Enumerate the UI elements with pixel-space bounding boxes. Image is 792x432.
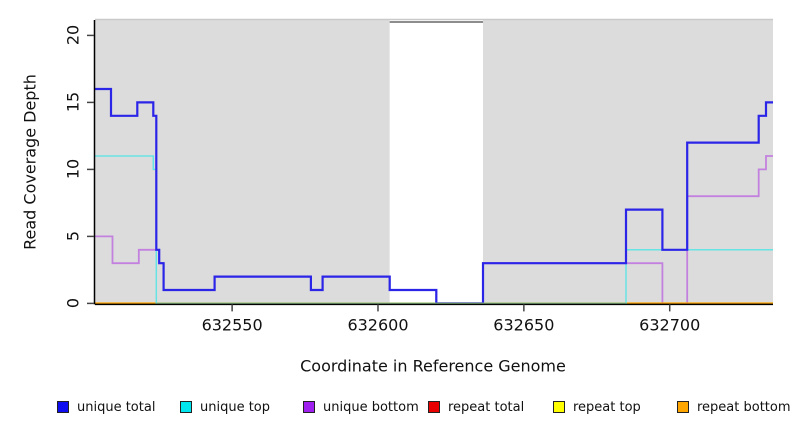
y-tick-label: 5 [63,231,83,242]
legend-label: repeat total [448,399,525,415]
legend-item-repeat-top: repeat top [553,399,641,415]
background-band [483,20,773,304]
legend-item-repeat-total: repeat total [428,399,525,415]
series-unique-total [95,87,773,305]
y-axis-label: Read Coverage Depth [20,74,40,250]
legend-item-unique-bottom: unique bottom [303,399,419,415]
x-tick-label: 632700 [639,315,701,335]
legend-item-unique-top: unique top [180,399,271,415]
x-axis-label: Coordinate in Reference Genome [300,356,566,376]
x-tick-label: 632600 [347,315,409,335]
legend-swatch-icon [303,401,315,413]
legend-label: repeat top [573,399,641,415]
legend-swatch-icon [677,401,689,413]
y-tick-label: 10 [63,159,83,180]
legend-swatch-icon [180,401,192,413]
x-tick-label: 632550 [201,315,263,335]
legend-label: unique bottom [323,399,419,415]
legend-swatch-icon [57,401,69,413]
legend-swatch-icon [553,401,565,413]
legend-label: repeat bottom [697,399,791,415]
legend-item-repeat-bottom: repeat bottom [677,399,791,415]
background-band [95,20,390,304]
legend-label: unique top [200,399,271,415]
legend-label: unique total [77,399,156,415]
legend-swatch-icon [428,401,440,413]
y-tick-label: 15 [63,92,83,113]
legend-item-unique-total: unique total [57,399,156,415]
y-tick-label: 20 [63,25,83,46]
y-tick-label: 0 [63,298,83,309]
x-tick-label: 632650 [493,315,555,335]
